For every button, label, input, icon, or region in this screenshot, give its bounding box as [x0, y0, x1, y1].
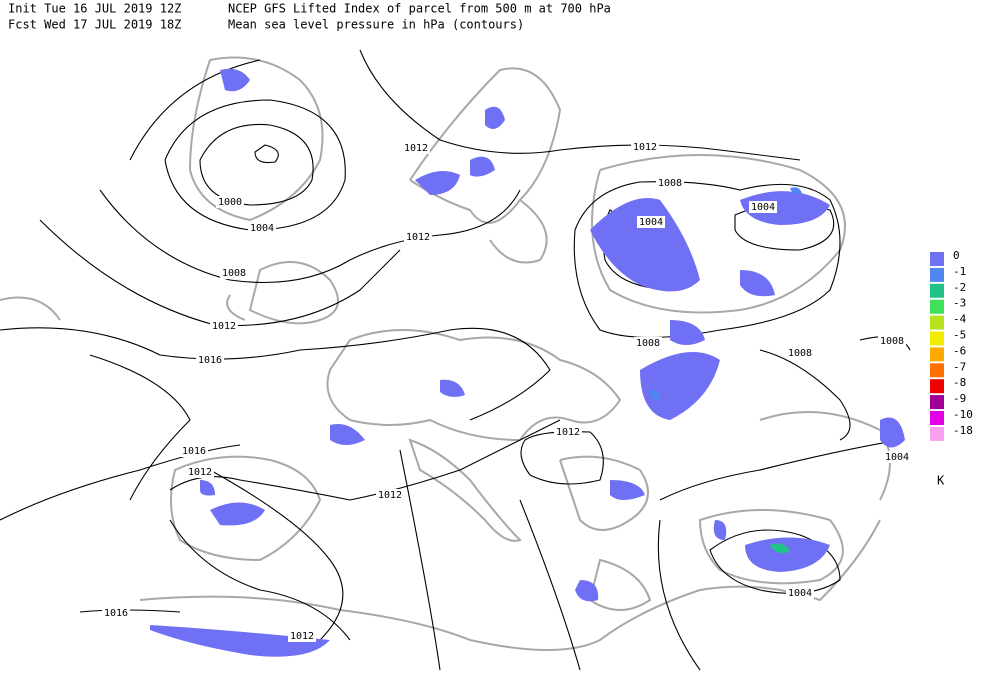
contour-labels: 1012 1012 1008 1004 1004 1000 1004 1012 1008 1012… [102, 141, 911, 642]
subtitle: Mean sea level pressure in hPa (contours… [228, 18, 524, 32]
legend-label: -8 [953, 376, 966, 389]
contour-label-bg [248, 222, 276, 234]
contour-label-bg [554, 426, 582, 438]
legend-swatch [930, 395, 944, 410]
legend-swatch [930, 411, 944, 425]
contour-label: 1004 [788, 588, 812, 599]
contour-label-bg [210, 320, 238, 332]
contour-label: 1008 [658, 178, 682, 189]
contour-label-bg [402, 142, 430, 154]
legend-swatch [930, 363, 944, 378]
init-line: Init Tue 16 JUL 2019 12Z [8, 2, 181, 16]
coastlines [0, 56, 891, 651]
legend-swatch [930, 331, 944, 346]
legend-label: 0 [953, 249, 960, 262]
legend-label: -3 [953, 297, 966, 310]
contour-label-bg [631, 141, 659, 153]
legend-label: -5 [953, 329, 966, 342]
legend-swatch [930, 315, 944, 330]
contour-label: 1012 [556, 427, 580, 438]
contour-label-bg [180, 445, 208, 457]
contour-label-bg [186, 466, 214, 478]
contour-label: 1000 [218, 197, 242, 208]
isobars [0, 49, 911, 671]
legend-label: -2 [953, 281, 966, 294]
contour-label: 1008 [222, 268, 246, 279]
contour-label-bg [883, 451, 911, 463]
legend-label: -10 [953, 408, 973, 421]
legend-swatch [930, 426, 944, 441]
contour-label-bg [102, 607, 130, 619]
legend-label: -9 [953, 392, 966, 405]
contour-label-bg [376, 489, 404, 501]
contour-label-bg [878, 335, 906, 347]
contour-label-bg [196, 354, 224, 366]
contour-label: 1012 [378, 490, 402, 501]
contour-label-bg [288, 630, 316, 642]
legend-label: -6 [953, 344, 966, 357]
contour-label: 1008 [636, 338, 660, 349]
contour-label: 1008 [880, 336, 904, 347]
legend-swatch [930, 379, 944, 394]
contour-label-bg [656, 177, 684, 189]
legend-swatch [930, 267, 944, 282]
contour-label-bg [634, 337, 662, 349]
contour-label: 1004 [639, 217, 663, 228]
legend-unit: K [937, 474, 945, 488]
contour-label-bg [637, 216, 665, 228]
contour-label: 1012 [290, 631, 314, 642]
contour-label-bg [404, 231, 432, 243]
contour-label: 1012 [404, 143, 428, 154]
contour-label: 1004 [250, 223, 274, 234]
forecast-line: Fcst Wed 17 JUL 2019 18Z [8, 18, 181, 32]
legend: 0 -1 -2 -3 -4 -5 -6 -7 -8 -9 -10 -18 K [930, 249, 973, 488]
contour-label: 1016 [104, 608, 128, 619]
legend-label: -7 [953, 360, 966, 373]
contour-label: 1016 [198, 355, 222, 366]
contour-label: 1012 [188, 467, 212, 478]
contour-label-bg [216, 196, 244, 208]
legend-swatch [930, 347, 944, 362]
legend-swatch [930, 299, 944, 314]
contour-label: 1008 [788, 348, 812, 359]
contour-label-bg [786, 347, 814, 359]
contour-label-bg [786, 587, 814, 599]
legend-label: -1 [953, 265, 966, 278]
contour-label: 1012 [633, 142, 657, 153]
contour-label: 1004 [751, 202, 775, 213]
contour-label: 1012 [406, 232, 430, 243]
contour-label: 1004 [885, 452, 909, 463]
contour-label: 1016 [182, 446, 206, 457]
contour-label: 1012 [212, 321, 236, 332]
legend-swatch [930, 283, 944, 298]
legend-label: -18 [953, 424, 973, 437]
contour-label-bg [749, 201, 777, 213]
lifted-index-areas [150, 68, 905, 657]
legend-swatch [930, 252, 944, 266]
legend-label: -4 [953, 313, 967, 326]
title: NCEP GFS Lifted Index of parcel from 500… [228, 2, 611, 16]
contour-label-bg [220, 267, 248, 279]
